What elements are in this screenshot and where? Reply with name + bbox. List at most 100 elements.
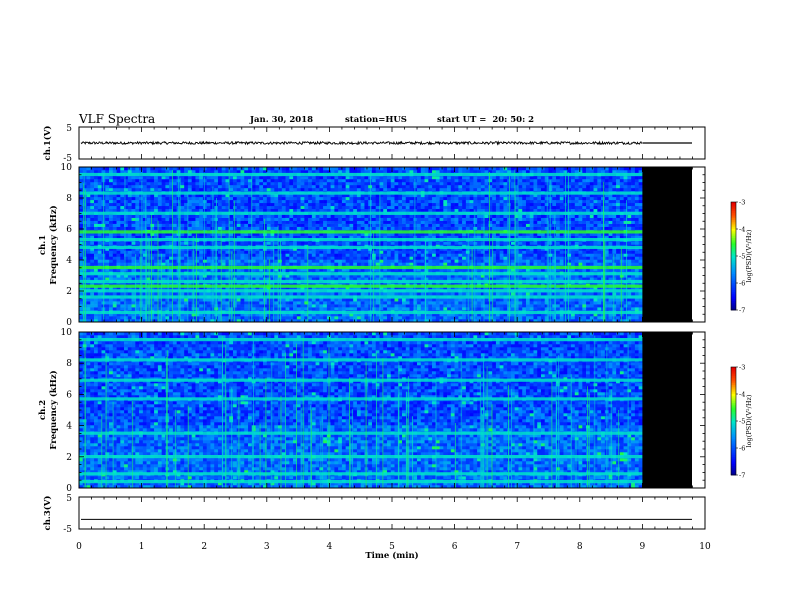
ch1-spectrogram-image: [79, 167, 692, 323]
spectrogram-cell: [296, 169, 301, 174]
spectrogram-cell: [296, 235, 301, 239]
spectrogram-cell: [79, 298, 84, 302]
spectrogram-cell: [428, 301, 433, 305]
spectrogram-cell: [251, 313, 256, 317]
spectrogram-cell: [330, 208, 335, 213]
spectrogram-cell: [360, 316, 365, 320]
spectrogram-cell: [304, 214, 309, 218]
spectrogram-cell: [345, 199, 350, 204]
spectrogram-cell: [172, 259, 177, 263]
spectrogram-cell: [356, 220, 361, 224]
spectrogram-cell: [402, 319, 407, 323]
spectrogram-cell: [248, 214, 253, 218]
spectrogram-cell: [383, 214, 388, 218]
spectrogram-cell: [296, 178, 301, 183]
spectrogram-cell: [409, 274, 414, 278]
spectrogram-cell: [263, 319, 268, 323]
spectrogram-cell: [94, 262, 99, 266]
spectrogram-cell: [157, 181, 162, 186]
spectrogram-cell: [127, 274, 132, 278]
spectrogram-cell: [82, 247, 87, 251]
spectrogram-cell: [360, 250, 365, 254]
spectrogram-cell: [150, 250, 155, 254]
spectrogram-cell: [338, 169, 343, 174]
spectrogram-cell: [131, 247, 136, 251]
spectrogram-cell: [375, 169, 380, 174]
spectrogram-cell: [184, 208, 189, 213]
spectrogram-cell: [206, 181, 211, 186]
spectrogram-cell: [274, 214, 279, 218]
spectrogram-cell: [375, 313, 380, 317]
spectrogram-cell: [364, 286, 369, 290]
spectrogram-cell: [248, 313, 253, 317]
spectrogram-cell: [368, 286, 373, 290]
spectrogram-cell: [169, 241, 174, 245]
spectrogram-cell: [142, 319, 147, 323]
spectrogram-cell: [386, 316, 392, 320]
spectrogram-cell: [195, 319, 200, 323]
spectrogram-cell: [304, 259, 309, 263]
spectrogram-cell: [165, 199, 170, 204]
spectrogram-cell: [82, 262, 87, 266]
spectrogram-cell: [139, 217, 144, 221]
spectrogram-cell: [184, 292, 189, 296]
spectrogram-cell: [251, 205, 256, 210]
spectrogram-cell: [169, 274, 174, 278]
spectrogram-cell: [146, 175, 151, 180]
spectrogram-cell: [311, 250, 316, 254]
spectrogram-cell: [105, 256, 110, 260]
spectrogram-cell: [379, 178, 384, 183]
spectrogram-cell: [210, 268, 215, 272]
spectrogram-cell: [199, 232, 204, 236]
spectrogram-cell: [356, 196, 361, 201]
spectrogram-cell: [180, 184, 185, 189]
spectrogram-cell: [323, 319, 328, 323]
spectrogram-cell: [116, 307, 121, 311]
spectrogram-cell: [371, 208, 377, 213]
spectrogram-cell: [150, 175, 155, 180]
spectrogram-cell: [90, 262, 95, 266]
spectrogram-cell: [420, 274, 425, 278]
spectrogram-cell: [82, 175, 87, 180]
spectrogram-cell: [274, 298, 279, 302]
spectrogram-cell: [263, 184, 268, 189]
spectrogram-cell: [82, 205, 87, 210]
spectrogram-cell: [199, 262, 204, 266]
spectrogram-cell: [229, 292, 234, 296]
spectrogram-cell: [263, 196, 268, 201]
spectrogram-cell: [308, 274, 313, 278]
spectrogram-cell: [127, 268, 132, 272]
spectrogram-cell: [97, 181, 102, 186]
spectrogram-cell: [101, 167, 106, 171]
spectrogram-cell: [315, 253, 320, 257]
spectrogram-cell: [202, 259, 208, 263]
spectrogram-cell: [236, 184, 241, 189]
spectrogram-cell: [383, 301, 388, 305]
spectrogram-cell: [323, 223, 328, 227]
spectrogram-cell: [341, 220, 346, 224]
spectrogram-cell: [349, 256, 354, 260]
spectrogram-cell: [424, 247, 429, 251]
spectrogram-cell: [405, 217, 410, 221]
spectrogram-cell: [120, 169, 125, 174]
spectrogram-cell: [259, 256, 264, 260]
spectrogram-cell: [334, 167, 339, 171]
spectrogram-cell: [315, 205, 320, 210]
spectrogram-cell: [82, 298, 87, 302]
spectrogram-cell: [270, 250, 275, 254]
spectrogram-cell: [390, 184, 395, 189]
spectrogram-cell: [157, 223, 162, 227]
spectrogram-cell: [172, 307, 177, 311]
spectrogram-cell: [375, 286, 380, 290]
spectrogram-cell: [424, 175, 429, 180]
spectrogram-cell: [368, 214, 373, 218]
spectrogram-cell: [300, 199, 305, 204]
spectrogram-cell: [248, 247, 253, 251]
spectrogram-cell: [251, 250, 256, 254]
spectrogram-cell: [285, 256, 290, 260]
spectrogram-cell: [150, 214, 155, 218]
spectrogram-cell: [206, 274, 211, 278]
spectrogram-cell: [90, 193, 95, 198]
spectrogram-cell: [398, 268, 403, 272]
spectrogram-cell: [236, 277, 241, 281]
